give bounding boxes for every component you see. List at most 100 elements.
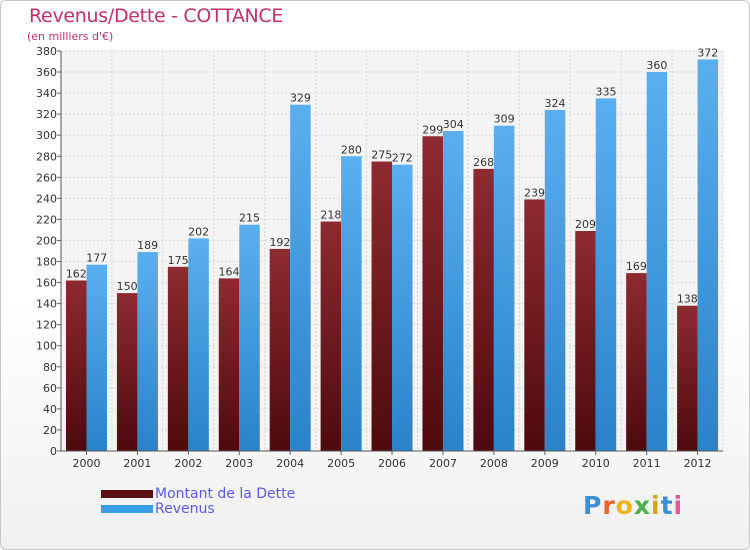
data-label-revenue: 280 — [341, 143, 362, 156]
bar-revenue — [595, 98, 617, 452]
data-label-debt: 150 — [117, 280, 138, 293]
y-tick-label: 320 — [36, 108, 57, 121]
legend-swatch-debt — [101, 490, 153, 498]
y-tick-label: 40 — [43, 403, 57, 416]
bar-debt — [626, 273, 647, 451]
bar-debt — [524, 199, 545, 451]
y-tick-label: 280 — [36, 150, 57, 163]
y-tick-label: 260 — [36, 171, 57, 184]
y-tick-label: 180 — [36, 256, 57, 269]
bar-revenue — [544, 109, 566, 452]
bar-debt — [116, 293, 138, 451]
y-tick-label: 200 — [36, 234, 57, 247]
bar-debt — [677, 305, 698, 451]
data-label-debt: 218 — [320, 209, 341, 222]
data-label-revenue: 177 — [86, 252, 107, 265]
y-tick-label: 0 — [50, 445, 57, 458]
bar-debt — [422, 136, 443, 451]
y-tick-label: 20 — [43, 424, 57, 437]
data-label-debt: 192 — [269, 236, 290, 249]
bar-debt — [575, 231, 596, 451]
x-tick-label: 2006 — [378, 457, 406, 470]
bar-revenue — [392, 164, 413, 451]
logo-letter: i — [673, 491, 684, 520]
data-label-revenue: 189 — [137, 239, 158, 252]
data-label-revenue: 309 — [494, 113, 515, 126]
logo-letter: x — [633, 491, 651, 520]
data-label-debt: 209 — [575, 218, 596, 231]
y-tick-label: 380 — [36, 45, 57, 58]
data-label-debt: 299 — [422, 123, 443, 136]
y-tick-label: 120 — [36, 319, 57, 332]
bar-debt — [218, 278, 240, 451]
y-tick-label: 340 — [36, 87, 57, 100]
legend-label-revenue: Revenus — [155, 501, 215, 517]
logo-letter: i — [651, 491, 661, 520]
bar-debt — [167, 266, 189, 451]
y-tick-label: 60 — [43, 382, 57, 395]
x-tick-label: 2004 — [276, 457, 304, 470]
y-tick-label: 100 — [36, 340, 57, 353]
chart-title: Revenus/Dette - COTTANCE — [29, 5, 284, 27]
data-label-revenue: 329 — [290, 92, 311, 105]
data-label-debt: 239 — [524, 186, 545, 199]
bar-revenue — [442, 131, 464, 451]
x-tick-label: 2012 — [684, 457, 712, 470]
data-label-revenue: 324 — [545, 97, 566, 110]
logo-letter: o — [615, 491, 634, 520]
bar-debt — [269, 248, 291, 451]
logo-letter: r — [602, 491, 616, 520]
bar-debt — [320, 221, 342, 451]
bar-revenue — [697, 59, 719, 451]
x-tick-label: 2010 — [582, 457, 610, 470]
bar-revenue — [188, 238, 209, 451]
data-label-revenue: 335 — [595, 85, 616, 98]
axis-layer: 0 20 40 60 80 100 120 140 160 180 200 220 240 260 280 3… — [36, 45, 723, 470]
data-label-revenue: 272 — [392, 152, 413, 165]
x-tick-label: 2002 — [174, 457, 202, 470]
x-tick-label: 2011 — [633, 457, 661, 470]
bar-debt — [66, 280, 87, 451]
data-label-debt: 275 — [371, 149, 392, 162]
data-label-debt: 169 — [626, 260, 647, 273]
data-label-debt: 162 — [66, 267, 87, 280]
y-tick-label: 360 — [36, 66, 57, 79]
x-tick-label: 2003 — [225, 457, 253, 470]
legend-swatch-revenue — [101, 505, 153, 513]
data-label-debt: 164 — [219, 265, 240, 278]
bar-revenue — [341, 156, 362, 451]
bar-revenue — [646, 72, 668, 451]
logo-letter: P — [583, 491, 603, 520]
bar-revenue — [86, 264, 107, 451]
y-tick-label: 240 — [36, 192, 57, 205]
x-tick-label: 2008 — [480, 457, 508, 470]
y-tick-label: 140 — [36, 298, 57, 311]
bar-revenue — [290, 104, 311, 452]
x-tick-label: 2001 — [123, 457, 151, 470]
bar-debt — [473, 168, 494, 452]
data-label-debt: 268 — [473, 156, 494, 169]
x-tick-label: 2005 — [327, 457, 355, 470]
bars-layer — [66, 59, 719, 452]
bar-debt — [371, 161, 393, 452]
y-tick-label: 300 — [36, 129, 57, 142]
bar-revenue — [239, 224, 260, 451]
bar-revenue — [137, 252, 158, 451]
proxiti-logo: Proxiti — [583, 491, 683, 520]
data-label-revenue: 202 — [188, 225, 209, 238]
y-tick-label: 80 — [43, 361, 57, 374]
data-label-revenue: 372 — [697, 46, 718, 59]
x-tick-label: 2007 — [429, 457, 457, 470]
bar-revenue — [493, 125, 515, 451]
legend-label-debt: Montant de la Dette — [155, 486, 296, 502]
x-tick-label: 2009 — [531, 457, 559, 470]
data-label-revenue: 215 — [239, 212, 260, 225]
data-label-revenue: 360 — [646, 59, 667, 72]
data-label-revenue: 304 — [443, 118, 464, 131]
data-label-debt: 138 — [677, 293, 698, 306]
chart-subtitle: (en milliers d'€) — [27, 30, 114, 43]
logo-letter: t — [660, 491, 674, 520]
